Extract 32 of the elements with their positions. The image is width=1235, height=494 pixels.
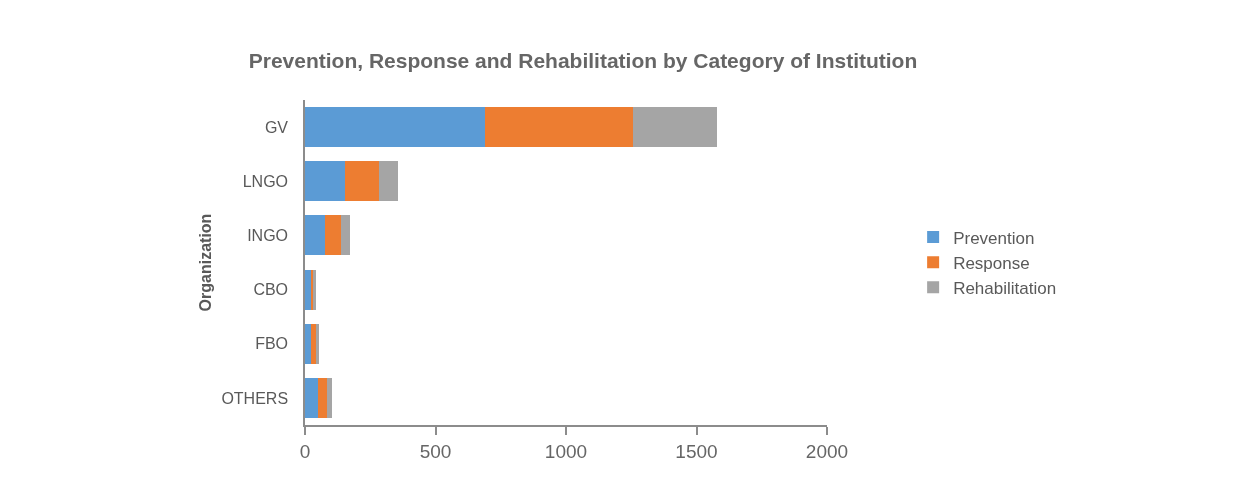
bar [326, 377, 332, 418]
bar [378, 161, 398, 202]
bar [340, 215, 351, 256]
legend-label: Response [953, 253, 1030, 273]
bar [305, 215, 325, 256]
bar [310, 323, 316, 364]
y-tick-label: INGO [247, 227, 289, 245]
y-tick-label: FBO [255, 335, 289, 353]
y-tick-label: GV [264, 118, 289, 136]
y-tick-label: CBO [253, 281, 289, 299]
legend-label: Prevention [953, 228, 1035, 248]
bar [317, 377, 327, 418]
x-tick-label: 500 [419, 440, 452, 462]
bar [305, 161, 346, 202]
bar [345, 161, 379, 202]
bar [305, 107, 486, 148]
bar [633, 107, 717, 148]
bar [305, 269, 311, 310]
bar [305, 377, 318, 418]
x-tick-label: 0 [299, 440, 311, 462]
bar [485, 107, 634, 148]
y-tick-label: LNGO [242, 172, 289, 190]
chart-title: Prevention, Response and Rehabilitation by Category of Institution [248, 49, 918, 73]
bar [324, 215, 341, 256]
legend-label: Rehabilitation [953, 278, 1057, 298]
bar [315, 323, 319, 364]
x-tick-label: 1000 [544, 440, 588, 462]
y-tick-label: OTHERS [221, 389, 289, 407]
x-tick-label: 1500 [675, 440, 718, 462]
x-tick-label: 2000 [805, 440, 849, 462]
bar [305, 323, 311, 364]
y-axis-title: Organization [196, 213, 214, 312]
